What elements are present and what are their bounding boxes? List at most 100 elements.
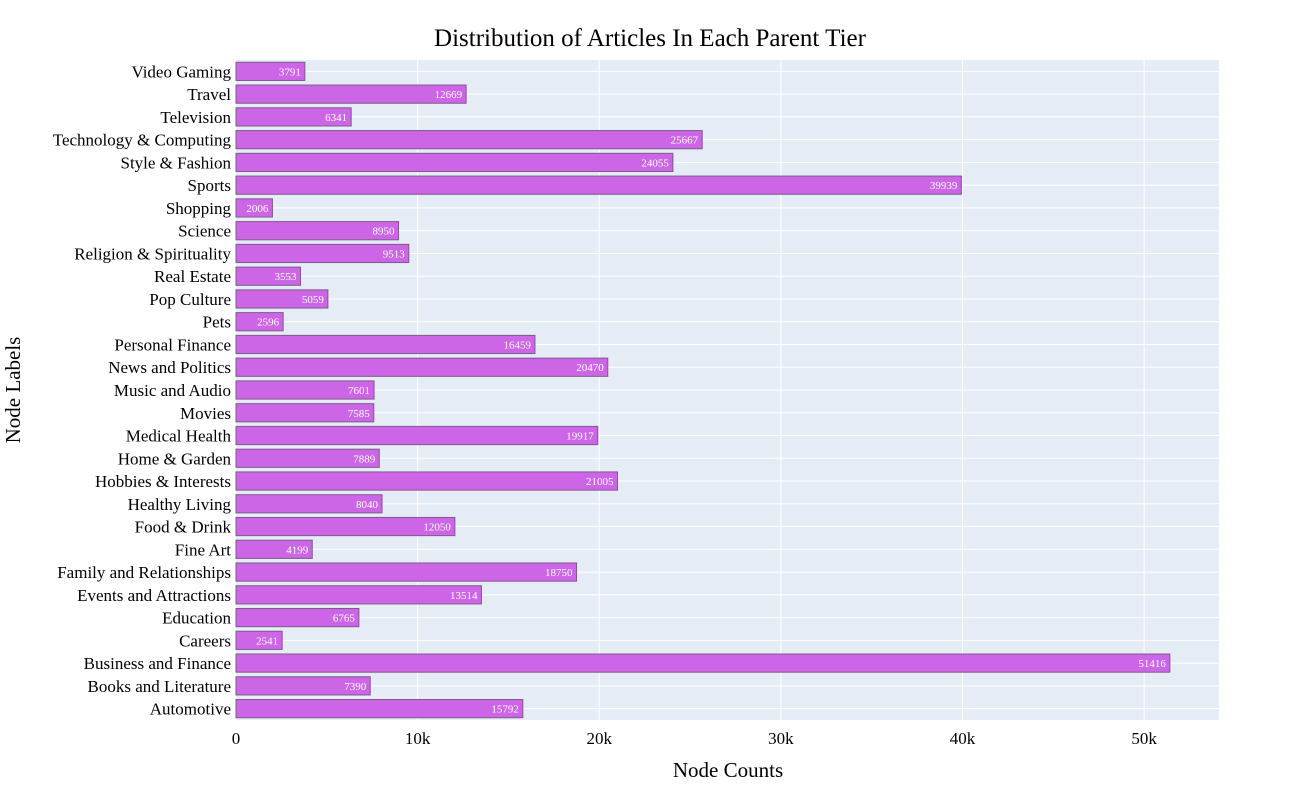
bar <box>235 630 283 650</box>
bar-value-label: 6341 <box>325 112 347 124</box>
y-tick-label: Healthy Living <box>128 495 232 514</box>
y-tick-label: Food & Drink <box>135 518 232 537</box>
y-tick-label: Medical Health <box>126 427 232 446</box>
y-axis-title: Node Labels <box>1 337 25 444</box>
y-tick-label: Home & Garden <box>118 449 232 468</box>
y-tick-label: Family and Relationships <box>57 563 231 582</box>
bar <box>235 607 360 628</box>
bar <box>235 312 284 332</box>
bar <box>235 494 383 514</box>
bar-value-label: 7889 <box>353 453 376 465</box>
y-tick-label: Religion & Spirituality <box>74 244 231 263</box>
bar <box>235 130 703 150</box>
bar-value-label: 13514 <box>450 590 478 602</box>
bar <box>235 175 962 195</box>
y-tick-label: Pop Culture <box>149 290 231 309</box>
bar <box>235 676 371 696</box>
bar <box>235 84 467 104</box>
bar-value-label: 12050 <box>423 522 451 534</box>
bar-value-label: 9513 <box>383 248 406 260</box>
y-tick-label: Movies <box>180 404 231 423</box>
y-tick-label: Travel <box>187 85 231 104</box>
bar <box>235 289 329 309</box>
bar <box>235 107 352 127</box>
bar-value-label: 2006 <box>246 203 269 215</box>
bar-value-label: 2596 <box>257 317 280 329</box>
chart-title: Distribution of Articles In Each Parent … <box>434 25 867 52</box>
bar-value-labels: 15792 7390 51416 2541 6765 13514 18750 4199 1205… <box>246 66 1166 715</box>
bar <box>235 61 306 81</box>
y-tick-label: News and Politics <box>108 358 231 377</box>
y-tick-label: Real Estate <box>154 267 231 286</box>
bar <box>235 516 456 537</box>
x-tick-label: 30k <box>768 729 794 748</box>
bar-value-label: 24055 <box>641 157 669 169</box>
y-tick-label: Shopping <box>166 199 232 218</box>
bar-value-label: 15792 <box>491 704 519 716</box>
bar-value-label: 8040 <box>356 499 379 511</box>
x-tick-label: 50k <box>1131 729 1157 748</box>
bar-value-label: 19917 <box>566 431 594 443</box>
bar <box>235 471 619 491</box>
bar-value-label: 21005 <box>586 476 614 488</box>
bar-value-label: 6765 <box>333 613 356 625</box>
bar-value-label: 5059 <box>302 294 325 306</box>
bar <box>235 425 599 446</box>
x-tick-label: 10k <box>405 729 431 748</box>
x-tick-label: 40k <box>950 729 976 748</box>
bar <box>235 539 313 559</box>
y-tick-label: Education <box>162 609 231 628</box>
bar <box>235 198 273 218</box>
bar-value-label: 4199 <box>286 544 309 556</box>
y-tick-label: Hobbies & Interests <box>95 472 231 491</box>
bar <box>235 403 375 423</box>
bar-value-label: 20470 <box>576 362 604 374</box>
y-tick-labels: Automotive Books and Literature Business a… <box>53 62 232 718</box>
bar-value-label: 3553 <box>275 271 298 283</box>
bar <box>235 266 302 286</box>
y-tick-label: Automotive <box>150 700 231 719</box>
bar <box>235 334 536 355</box>
bar-value-label: 8950 <box>373 226 396 238</box>
y-tick-label: Careers <box>179 631 231 650</box>
bar <box>235 380 375 400</box>
x-tick-label: 0 <box>232 729 241 748</box>
bar-value-label: 51416 <box>1138 658 1166 670</box>
y-tick-label: Sports <box>188 176 231 195</box>
y-tick-label: Video Gaming <box>131 62 231 81</box>
bar-value-label: 39939 <box>930 180 958 192</box>
bar-value-label: 2541 <box>256 635 278 647</box>
y-tick-label: Style & Fashion <box>120 153 231 172</box>
bar-value-label: 7585 <box>348 408 371 420</box>
bar <box>235 357 609 377</box>
x-axis-title: Node Counts <box>673 758 783 782</box>
y-tick-label: Pets <box>203 313 231 332</box>
bar-value-label: 3791 <box>279 66 301 78</box>
bar-value-label: 12669 <box>435 89 463 101</box>
bar-value-label: 7601 <box>348 385 370 397</box>
bar <box>235 653 1171 673</box>
bar <box>235 221 400 241</box>
x-tick-label: 20k <box>587 729 613 748</box>
bars <box>235 61 1171 719</box>
bar-value-label: 25667 <box>671 135 699 147</box>
bar <box>235 448 380 468</box>
y-tick-label: Business and Finance <box>84 654 231 673</box>
y-tick-label: Personal Finance <box>114 335 231 354</box>
y-tick-label: Fine Art <box>175 540 231 559</box>
bar-value-label: 7390 <box>344 681 367 693</box>
y-tick-label: Television <box>160 108 231 127</box>
bar <box>235 152 674 173</box>
x-tick-labels: 0 10k 20k 30k 40k 50k <box>232 729 1158 748</box>
bar <box>235 562 578 582</box>
y-tick-label: Books and Literature <box>87 677 231 696</box>
bar <box>235 585 482 605</box>
y-tick-label: Events and Attractions <box>77 586 231 605</box>
y-tick-label: Technology & Computing <box>53 131 232 150</box>
bar <box>235 699 524 719</box>
bar <box>235 243 410 264</box>
y-tick-label: Science <box>178 222 231 241</box>
gridlines <box>236 60 1219 720</box>
bar-value-label: 18750 <box>545 567 573 579</box>
